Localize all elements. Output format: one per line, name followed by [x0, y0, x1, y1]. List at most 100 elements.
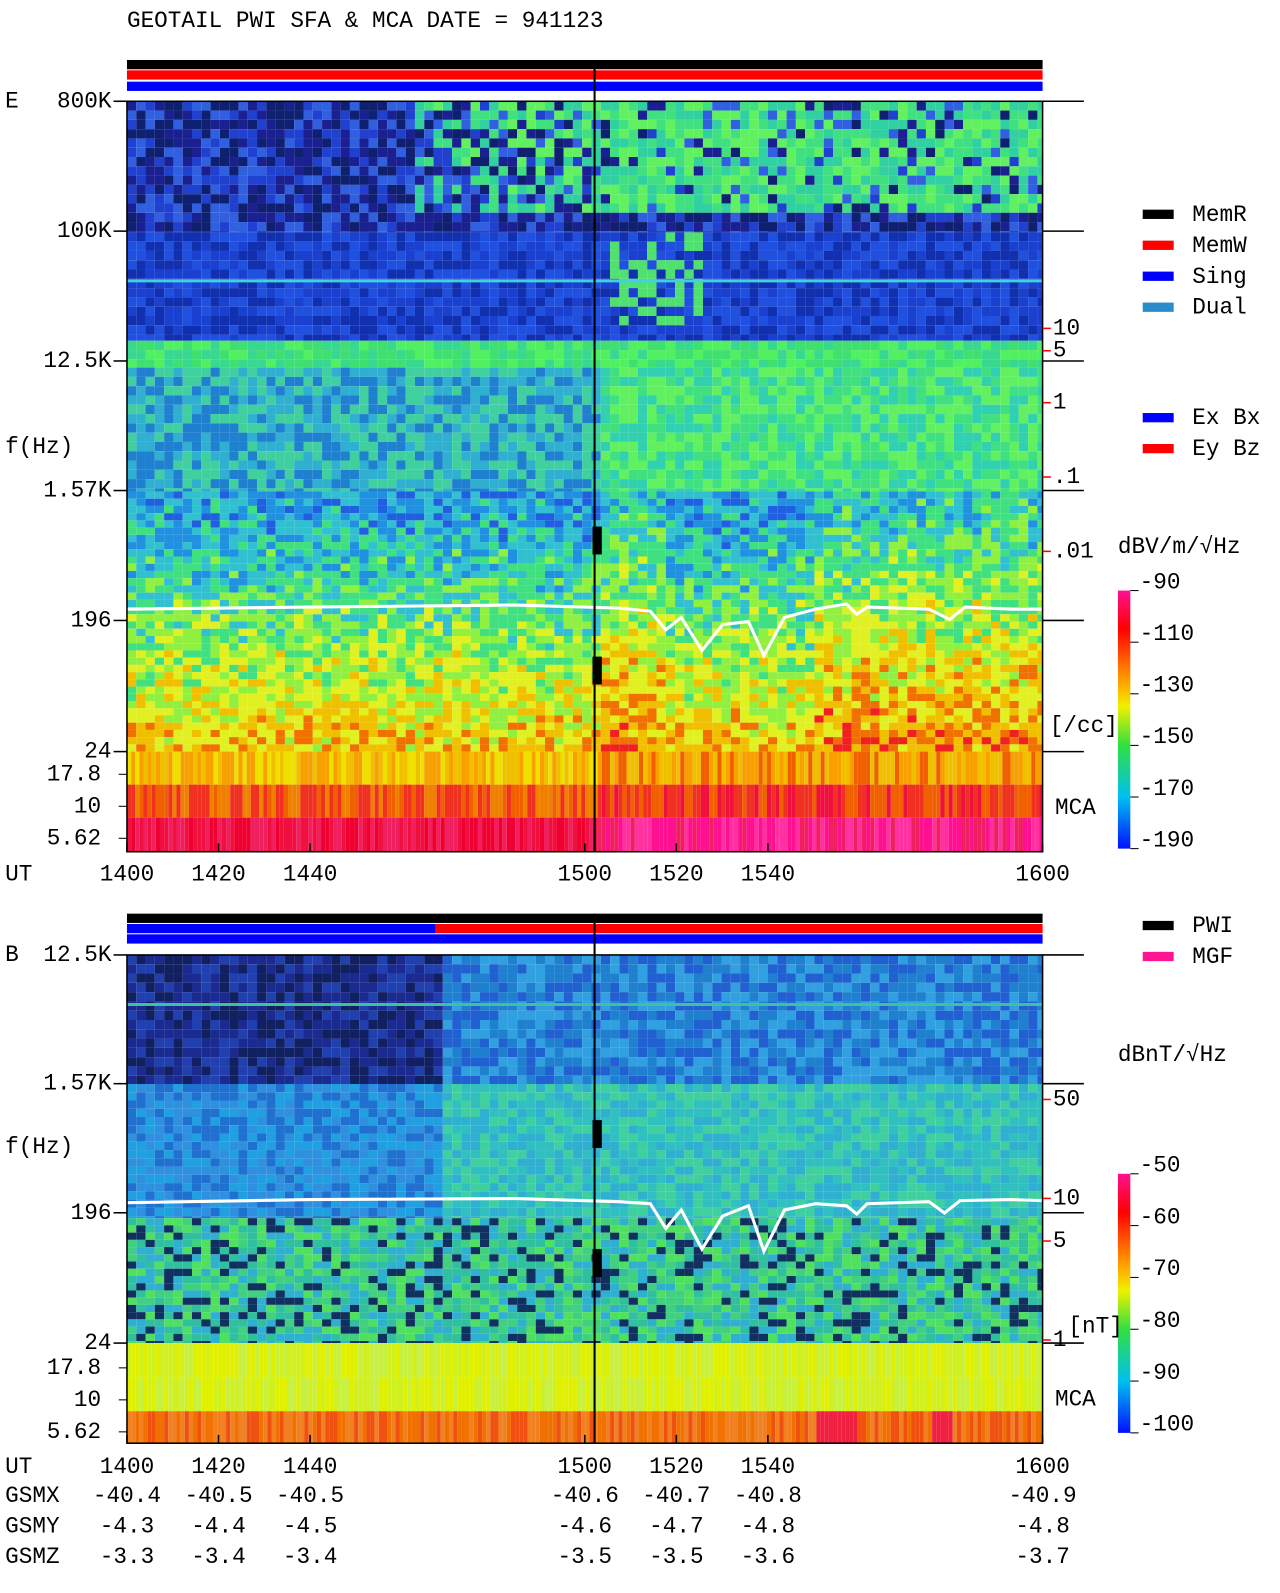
spectrogram-cell — [396, 386, 406, 396]
spectrogram-cell — [154, 340, 165, 351]
spectrogram-cell — [675, 334, 685, 341]
spectrogram-cell — [349, 441, 360, 452]
spectrogram-cell — [1009, 101, 1019, 111]
spectrogram-cell — [563, 340, 573, 351]
spectrogram-cell — [257, 184, 267, 195]
spectrogram-cell — [126, 288, 137, 298]
spectrogram-cell — [907, 166, 917, 176]
spectrogram-cell — [229, 451, 239, 461]
spectrogram-cell — [424, 527, 434, 535]
spectrogram-cell — [294, 306, 304, 316]
spectrogram-cell — [545, 451, 555, 461]
spectrogram-cell — [591, 367, 601, 377]
spectrogram-cell — [768, 520, 778, 528]
spectrogram-cell — [935, 297, 945, 307]
spectrogram-cell — [925, 376, 936, 387]
spectrogram-cell — [814, 231, 824, 233]
spectrogram-cell — [563, 414, 573, 424]
spectrogram-cell — [526, 194, 536, 204]
spectrogram-cell — [545, 505, 555, 514]
spectrogram-cell — [925, 350, 936, 360]
spectrogram-cell — [898, 212, 908, 223]
spectrogram-cell — [247, 367, 258, 377]
spectrogram-cell — [414, 232, 425, 242]
spectrogram-cell — [693, 340, 703, 351]
spectrogram-cell — [535, 241, 546, 251]
spectrogram-cell — [470, 306, 480, 316]
spectrogram-cell — [675, 491, 685, 499]
spectrogram-cell — [545, 129, 555, 139]
spectrogram-cell — [768, 212, 778, 223]
spectrogram-cell — [916, 386, 926, 396]
spectrogram-cell — [257, 534, 267, 543]
spectrogram-cell — [833, 260, 843, 270]
spectrogram-cell — [619, 101, 629, 111]
spectrogram-cell — [303, 350, 313, 360]
spectrogram-cell — [619, 350, 629, 360]
spectrogram-cell — [712, 110, 722, 120]
spectrogram-cell — [377, 288, 388, 298]
spectrogram-cell — [238, 386, 248, 396]
spectrogram-cell — [944, 488, 954, 492]
spectrogram-cell — [275, 157, 285, 167]
spectrogram-cell — [1028, 306, 1038, 316]
spectrogram-cell — [480, 334, 490, 341]
spectrogram-cell — [916, 250, 926, 261]
spectrogram-cell — [600, 386, 611, 396]
spectrogram-cell — [925, 451, 936, 461]
spectrogram-cell — [275, 297, 285, 307]
spectrogram-cell — [414, 513, 425, 521]
spectrogram-cell — [712, 367, 722, 377]
spectrogram-cell — [637, 101, 648, 111]
spectrogram-cell — [591, 359, 601, 368]
spectrogram-cell — [340, 479, 350, 489]
spectrogram-cell — [925, 129, 936, 139]
spectrogram-cell — [377, 101, 388, 111]
spectrogram-cell — [201, 138, 211, 148]
spectrogram-cell — [182, 441, 192, 452]
spectrogram-cell — [870, 498, 880, 506]
spectrogram-cell — [210, 250, 220, 261]
spectrogram-cell — [284, 231, 295, 233]
spectrogram-cell — [303, 376, 313, 387]
spectrogram-cell — [953, 520, 964, 528]
spectrogram-cell — [870, 404, 880, 415]
spectrogram-cell — [851, 491, 861, 499]
spectrogram-cell — [628, 423, 638, 433]
spectrogram-cell — [730, 414, 741, 424]
spectrogram-cell — [563, 359, 573, 368]
spectrogram-cell — [322, 203, 332, 213]
spectrogram-cell — [554, 138, 564, 148]
spectrogram-cell — [851, 166, 861, 176]
spectrogram-cell — [582, 101, 592, 111]
spectrogram-cell — [702, 488, 713, 492]
spectrogram-cell — [424, 479, 434, 489]
spectrogram-cell — [526, 325, 536, 335]
spectrogram-cell — [303, 491, 313, 499]
spectrogram-cell — [126, 119, 137, 130]
spectrogram-cell — [247, 479, 258, 489]
spectrogram-cell — [192, 513, 202, 521]
spectrogram-cell — [387, 386, 397, 396]
spectrogram-cell — [888, 101, 899, 111]
spectrogram-cell — [963, 138, 973, 148]
spectrogram-cell — [294, 488, 304, 492]
spectrogram-cell — [582, 367, 592, 377]
spectrogram-cell — [990, 334, 1001, 341]
spectrogram-cell — [414, 404, 425, 415]
spectrogram-cell — [656, 460, 666, 470]
spectrogram-cell — [1028, 147, 1038, 158]
spectrogram-cell — [526, 334, 536, 341]
spectrogram-cell — [870, 101, 880, 111]
spectrogram-cell — [517, 138, 527, 148]
spectrogram-cell — [284, 241, 295, 251]
spectrogram-cell — [1000, 260, 1010, 270]
spectrogram-cell — [452, 534, 462, 543]
spectrogram-cell — [563, 260, 573, 270]
spectrogram-cell — [377, 527, 388, 535]
spectrogram-cell — [173, 498, 183, 506]
spectrogram-cell — [470, 513, 480, 521]
spectrogram-cell — [229, 505, 239, 514]
spectrogram-cell — [359, 138, 369, 148]
spectrogram-cell — [442, 297, 453, 307]
